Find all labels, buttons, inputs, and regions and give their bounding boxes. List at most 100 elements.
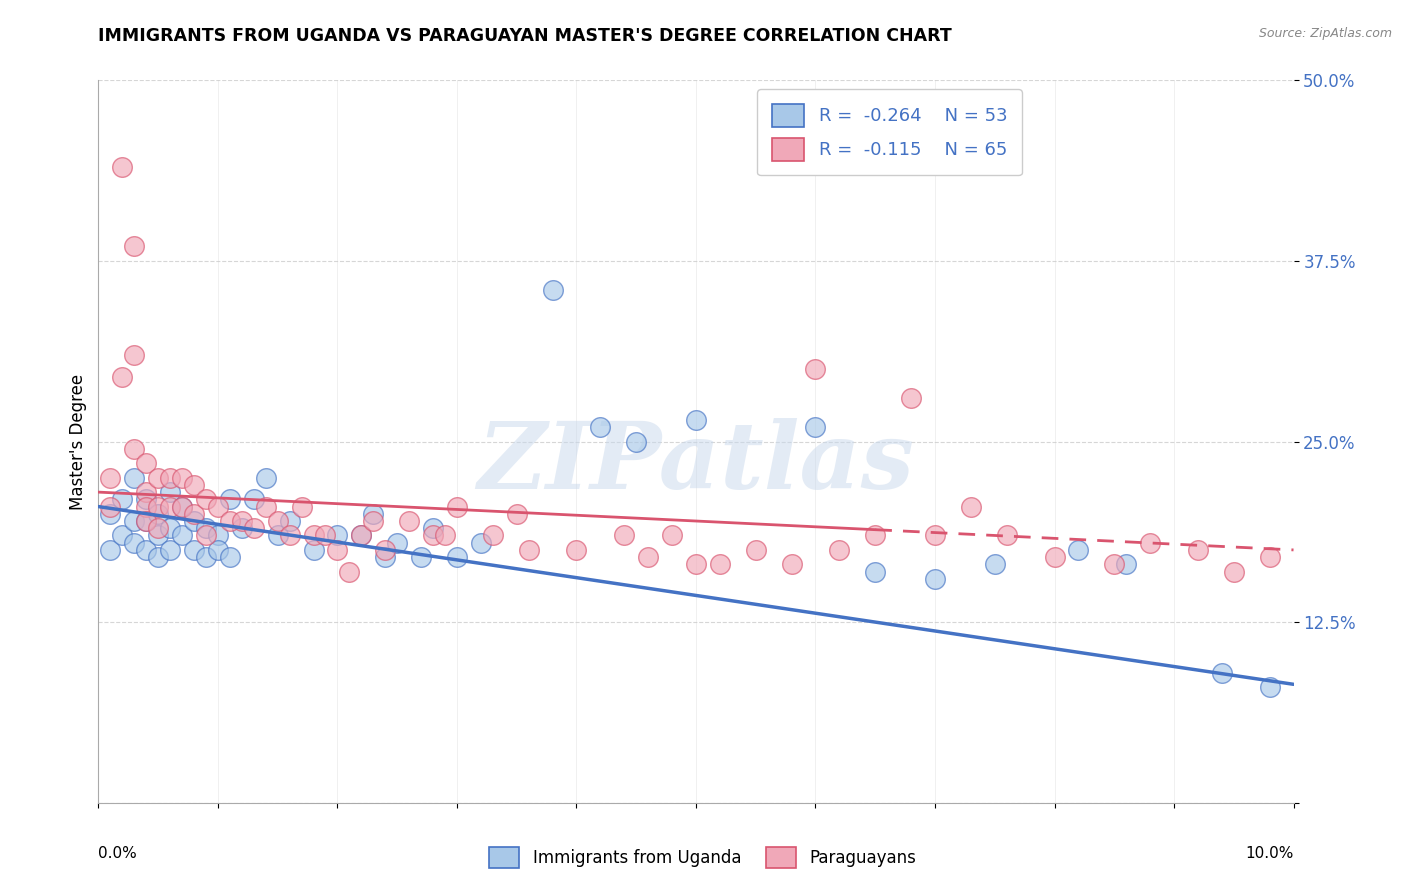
Point: [219, 492, 242, 507]
Point: [135, 514, 157, 528]
Point: [98, 507, 122, 521]
Point: [685, 558, 707, 572]
Point: [207, 542, 229, 557]
Point: [1187, 542, 1209, 557]
Legend: R =  -0.264    N = 53, R =  -0.115    N = 65: R = -0.264 N = 53, R = -0.115 N = 65: [756, 89, 1022, 176]
Point: [267, 514, 290, 528]
Text: Source: ZipAtlas.com: Source: ZipAtlas.com: [1258, 27, 1392, 40]
Point: [541, 283, 564, 297]
Point: [374, 550, 396, 565]
Point: [219, 550, 242, 565]
Point: [517, 542, 540, 557]
Point: [350, 528, 373, 542]
Point: [398, 514, 420, 528]
Point: [411, 550, 433, 565]
Legend: Immigrants from Uganda, Paraguayans: Immigrants from Uganda, Paraguayans: [482, 840, 924, 875]
Point: [589, 420, 612, 434]
Point: [183, 507, 205, 521]
Point: [159, 500, 181, 514]
Point: [124, 239, 146, 253]
Point: [1258, 680, 1281, 694]
Point: [613, 528, 636, 542]
Point: [98, 470, 122, 484]
Point: [291, 500, 314, 514]
Point: [231, 521, 253, 535]
Point: [900, 391, 922, 405]
Point: [148, 521, 170, 535]
Point: [1043, 550, 1066, 565]
Point: [709, 558, 731, 572]
Point: [135, 500, 157, 514]
Point: [960, 500, 983, 514]
Point: [111, 160, 134, 174]
Point: [804, 362, 827, 376]
Point: [207, 528, 229, 542]
Point: [219, 514, 242, 528]
Point: [148, 470, 170, 484]
Point: [195, 528, 218, 542]
Point: [482, 528, 505, 542]
Point: [195, 492, 218, 507]
Point: [780, 558, 803, 572]
Point: [98, 542, 122, 557]
Point: [172, 470, 194, 484]
Y-axis label: Master's Degree: Master's Degree: [69, 374, 87, 509]
Point: [1211, 665, 1233, 680]
Point: [159, 521, 181, 535]
Point: [254, 500, 277, 514]
Point: [1258, 550, 1281, 565]
Point: [924, 528, 946, 542]
Point: [422, 528, 444, 542]
Point: [995, 528, 1018, 542]
Point: [183, 514, 205, 528]
Point: [254, 470, 277, 484]
Point: [278, 528, 301, 542]
Point: [984, 558, 1007, 572]
Text: 0.0%: 0.0%: [98, 847, 138, 861]
Point: [148, 507, 170, 521]
Point: [172, 500, 194, 514]
Point: [172, 500, 194, 514]
Point: [446, 500, 468, 514]
Point: [159, 470, 181, 484]
Point: [148, 550, 170, 565]
Point: [302, 528, 325, 542]
Point: [339, 565, 361, 579]
Point: [148, 500, 170, 514]
Point: [422, 521, 444, 535]
Point: [183, 478, 205, 492]
Point: [243, 492, 266, 507]
Point: [159, 485, 181, 500]
Point: [98, 500, 122, 514]
Point: [278, 514, 301, 528]
Point: [828, 542, 851, 557]
Point: [363, 507, 385, 521]
Point: [124, 514, 146, 528]
Point: [135, 492, 157, 507]
Point: [135, 514, 157, 528]
Point: [111, 369, 134, 384]
Point: [745, 542, 768, 557]
Point: [124, 442, 146, 456]
Point: [506, 507, 529, 521]
Point: [446, 550, 468, 565]
Point: [865, 565, 887, 579]
Point: [195, 550, 218, 565]
Point: [1139, 535, 1161, 549]
Point: [124, 470, 146, 484]
Point: [1067, 542, 1090, 557]
Point: [243, 521, 266, 535]
Point: [1115, 558, 1137, 572]
Point: [135, 542, 157, 557]
Point: [302, 542, 325, 557]
Point: [135, 456, 157, 470]
Point: [267, 528, 290, 542]
Point: [565, 542, 588, 557]
Point: [111, 528, 134, 542]
Point: [363, 514, 385, 528]
Point: [124, 348, 146, 362]
Point: [159, 542, 181, 557]
Point: [685, 413, 707, 427]
Point: [172, 528, 194, 542]
Point: [804, 420, 827, 434]
